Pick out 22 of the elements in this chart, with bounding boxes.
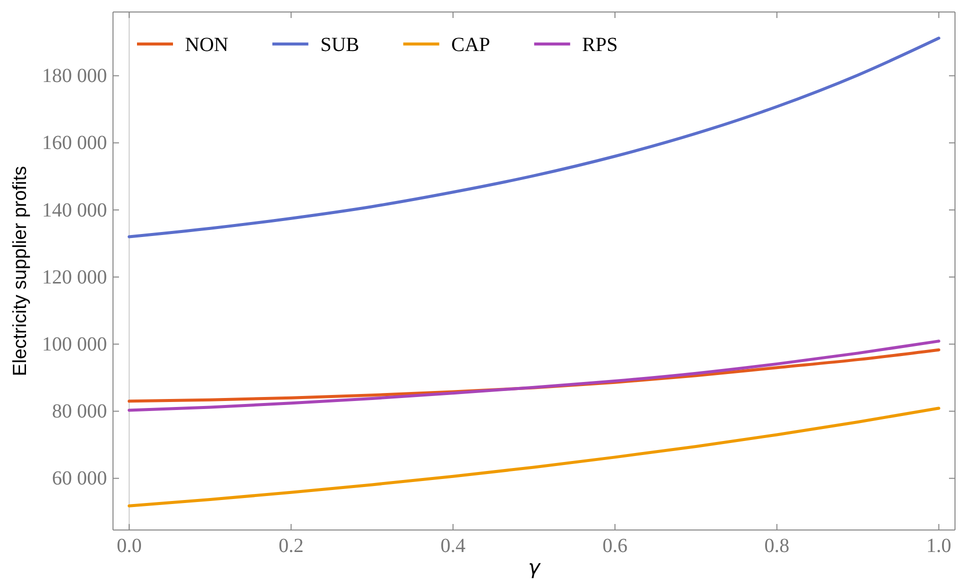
legend-label: NON <box>185 34 228 56</box>
y-tick-label: 60 000 <box>52 468 107 490</box>
line-series <box>128 406 940 508</box>
x-axis-title: γ <box>528 555 542 579</box>
x-tick-label: 1.0 <box>926 535 952 558</box>
y-axis-title: Electricity supplier profits <box>10 166 31 376</box>
x-tick-label: 0.0 <box>116 535 142 558</box>
y-tick-label: 180 000 <box>42 65 107 88</box>
line-series <box>128 36 940 238</box>
legend-label: CAP <box>451 34 490 56</box>
legend-label: RPS <box>582 34 618 56</box>
y-tick-label: 80 000 <box>52 400 107 423</box>
y-tick-label: 140 000 <box>42 199 107 222</box>
x-tick-label: 0.4 <box>440 535 466 558</box>
y-tick-label: 100 000 <box>42 334 107 356</box>
x-tick-label: 0.2 <box>278 535 304 558</box>
y-tick-label: 120 000 <box>42 266 107 288</box>
y-tick-label: 160 000 <box>42 132 107 154</box>
x-tick-label: 0.8 <box>764 535 790 558</box>
x-tick-label: 0.6 <box>602 535 628 558</box>
legend-label: SUB <box>320 34 360 56</box>
line-series <box>128 340 940 412</box>
